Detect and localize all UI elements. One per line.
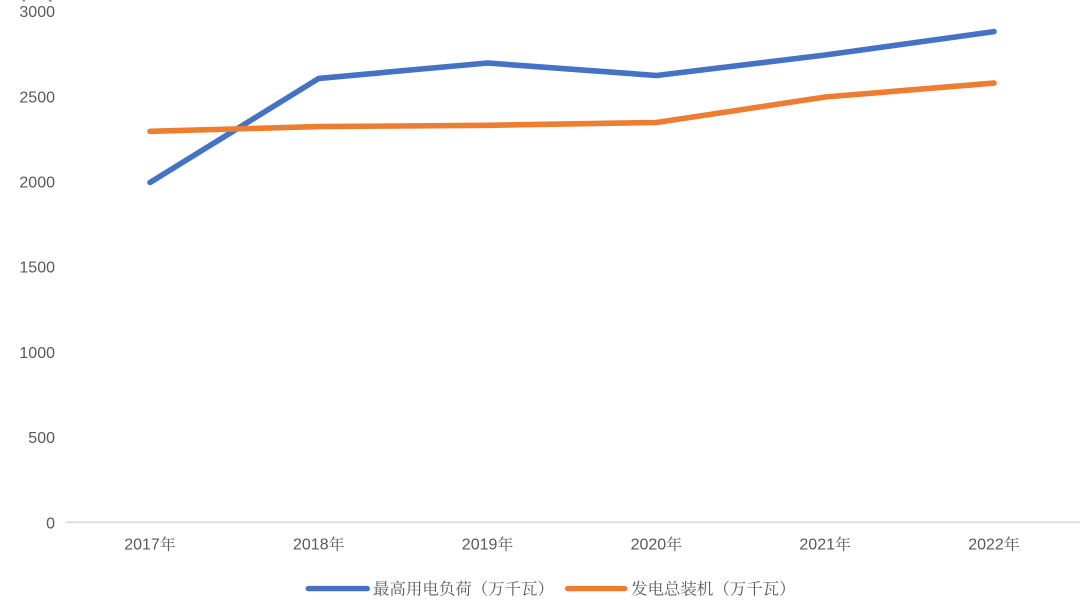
svg-text:2000: 2000	[19, 175, 55, 192]
svg-text:500: 500	[28, 430, 55, 447]
svg-text:1000: 1000	[19, 345, 55, 362]
svg-text:1500: 1500	[19, 260, 55, 277]
svg-text:2018: 2018	[293, 536, 329, 553]
svg-text:3000: 3000	[19, 4, 55, 21]
svg-text:2021: 2021	[799, 536, 835, 553]
svg-text:2500: 2500	[19, 89, 55, 106]
svg-text:2020: 2020	[631, 536, 667, 553]
svg-text:0: 0	[46, 515, 55, 532]
svg-text:2019: 2019	[462, 536, 498, 553]
svg-text:2022: 2022	[968, 536, 1004, 553]
svg-text:2017: 2017	[124, 536, 160, 553]
